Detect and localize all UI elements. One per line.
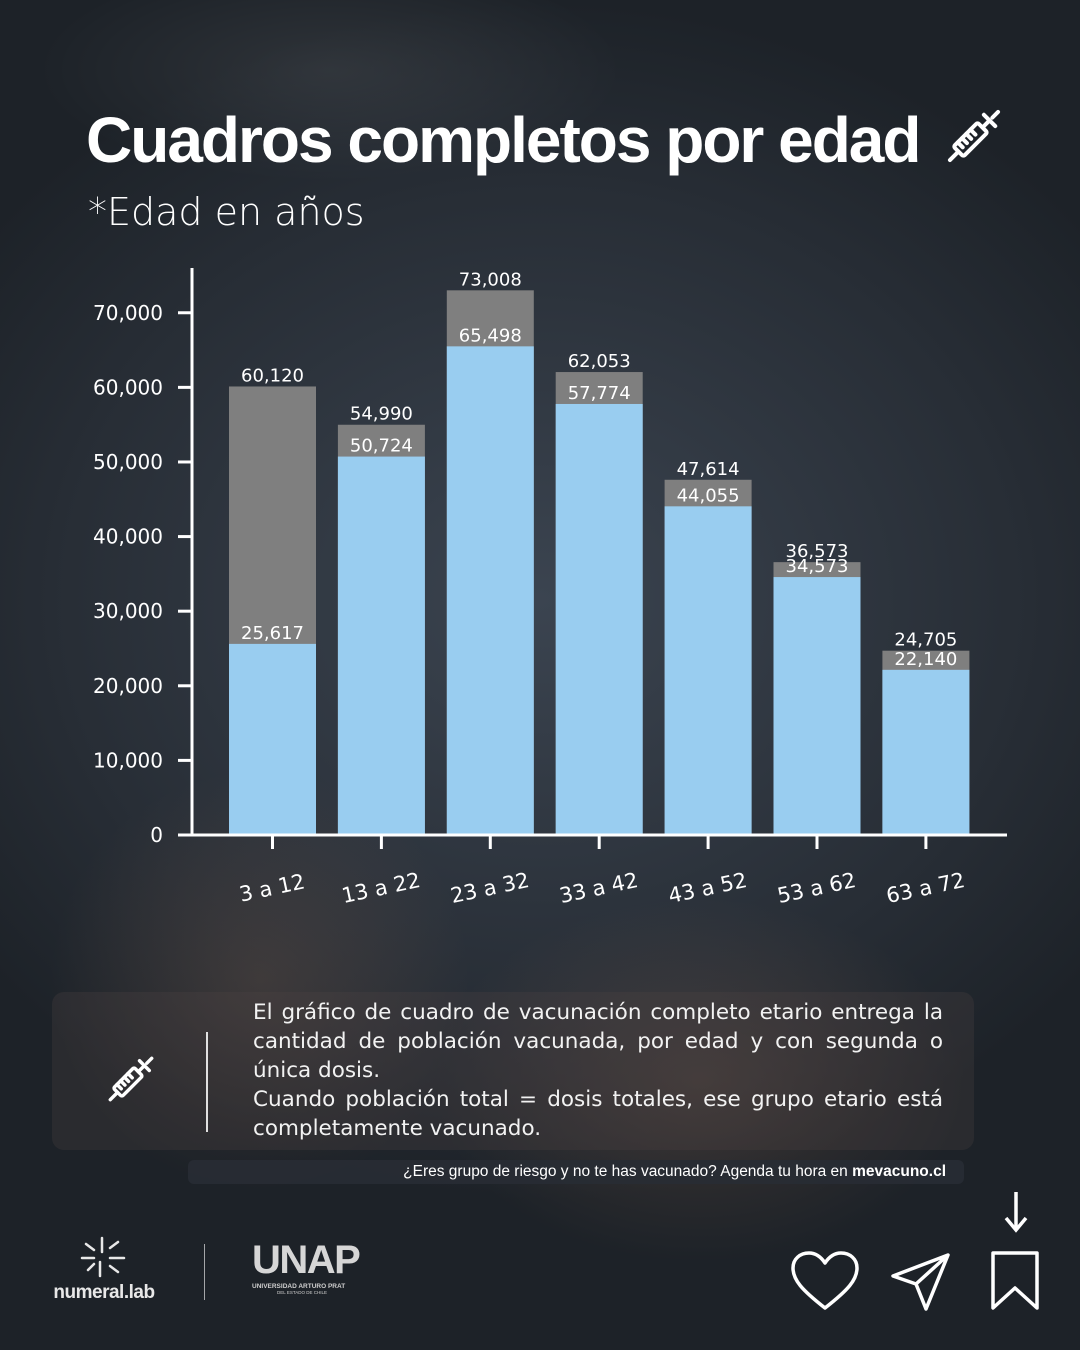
bar-vaccinated bbox=[664, 506, 752, 835]
data-label-population: 47,614 bbox=[677, 459, 740, 480]
bar-vaccinated bbox=[773, 577, 861, 835]
x-tick-label: 43 a 52 bbox=[666, 868, 749, 908]
data-label-vaccinated: 34,573 bbox=[786, 556, 849, 577]
data-label-population: 62,053 bbox=[568, 351, 631, 372]
y-tick-label: 60,000 bbox=[93, 375, 163, 399]
x-tick-label: 33 a 42 bbox=[557, 868, 640, 908]
syringe-icon bbox=[947, 109, 1001, 163]
x-tick-label: 23 a 32 bbox=[448, 868, 531, 908]
cta-text: ¿Eres grupo de riesgo y no te has vacuna… bbox=[403, 1163, 853, 1180]
data-label-population: 73,008 bbox=[459, 269, 522, 290]
unap-wordmark: UNAP bbox=[252, 1238, 361, 1282]
y-tick-label: 10,000 bbox=[93, 748, 163, 772]
bar-chart: 60,120 25,617 54,990 50,724 73,008 65,498 62,0… bbox=[93, 269, 970, 908]
bookmark-icon[interactable] bbox=[990, 1250, 1040, 1312]
numeral-lab-wordmark: numeral.lab bbox=[53, 1282, 155, 1303]
data-label-vaccinated: 44,055 bbox=[677, 485, 740, 506]
data-label-population: 54,990 bbox=[350, 404, 413, 425]
bar-vaccinated bbox=[229, 643, 316, 835]
bar-vaccinated bbox=[337, 456, 425, 835]
bar-vaccinated bbox=[446, 346, 534, 835]
x-tick-label: 3 a 12 bbox=[237, 869, 307, 906]
send-icon[interactable] bbox=[890, 1252, 952, 1312]
info-paragraph-2: Cuando población total = dosis totales, … bbox=[253, 1087, 943, 1141]
data-label-vaccinated: 57,774 bbox=[568, 383, 631, 404]
page-title: Cuadros completos por edad bbox=[86, 104, 921, 176]
data-label-population: 24,705 bbox=[894, 630, 957, 651]
syringe-icon bbox=[108, 1056, 154, 1102]
y-tick-label: 40,000 bbox=[93, 525, 163, 549]
data-label-vaccinated: 65,498 bbox=[459, 325, 522, 346]
bar-vaccinated bbox=[882, 669, 970, 835]
cta-bar: ¿Eres grupo de riesgo y no te has vacuna… bbox=[188, 1160, 964, 1184]
numeral-logo-icon bbox=[80, 1236, 126, 1278]
x-tick-label: 53 a 62 bbox=[775, 868, 858, 908]
x-tick-label: 13 a 22 bbox=[340, 868, 423, 908]
y-tick-label: 70,000 bbox=[93, 301, 163, 325]
unap-logo: UNAP UNIVERSIDAD ARTURO PRAT DEL ESTADO … bbox=[252, 1240, 362, 1295]
y-tick-label: 50,000 bbox=[93, 450, 163, 474]
y-tick-label: 0 bbox=[150, 823, 163, 847]
data-label-population: 60,120 bbox=[241, 365, 304, 386]
y-tick-label: 20,000 bbox=[93, 674, 163, 698]
logo-divider bbox=[204, 1244, 205, 1300]
unap-subtitle-2: DEL ESTADO DE CHILE bbox=[276, 1290, 327, 1295]
data-label-population: 36,573 bbox=[786, 541, 849, 562]
y-ticks-layer: 0 10,000 20,000 30,000 40,000 50,000 60,000 70,… bbox=[93, 301, 192, 847]
info-panel bbox=[52, 992, 974, 1150]
info-paragraph-1: El gráfico de cuadro de vacunación compl… bbox=[253, 1000, 943, 1083]
heart-icon[interactable] bbox=[790, 1250, 860, 1312]
numeral-lab-logo: numeral.lab bbox=[48, 1236, 160, 1304]
info-text: El gráfico de cuadro de vacunación compl… bbox=[253, 998, 943, 1143]
unap-subtitle: UNIVERSIDAD ARTURO PRAT bbox=[252, 1283, 346, 1290]
data-label-vaccinated: 50,724 bbox=[350, 436, 413, 457]
cta-link[interactable]: mevacuno.cl bbox=[852, 1163, 946, 1180]
y-tick-label: 30,000 bbox=[93, 599, 163, 623]
data-labels-layer: 60,120 25,617 54,990 50,724 73,008 65,498 62,0… bbox=[241, 269, 957, 670]
arrow-down-icon bbox=[1004, 1192, 1028, 1233]
info-divider bbox=[206, 1032, 208, 1132]
bars-layer bbox=[229, 290, 970, 835]
x-ticks-layer: 3 a 12 13 a 22 23 a 32 33 a 42 43 a 52 53 a 6… bbox=[237, 835, 967, 908]
page-subtitle: *Edad en años bbox=[88, 190, 365, 234]
data-label-vaccinated: 22,140 bbox=[894, 649, 957, 670]
x-tick-label: 63 a 72 bbox=[884, 868, 967, 908]
bar-vaccinated bbox=[555, 403, 643, 835]
data-label-vaccinated: 25,617 bbox=[241, 623, 304, 644]
